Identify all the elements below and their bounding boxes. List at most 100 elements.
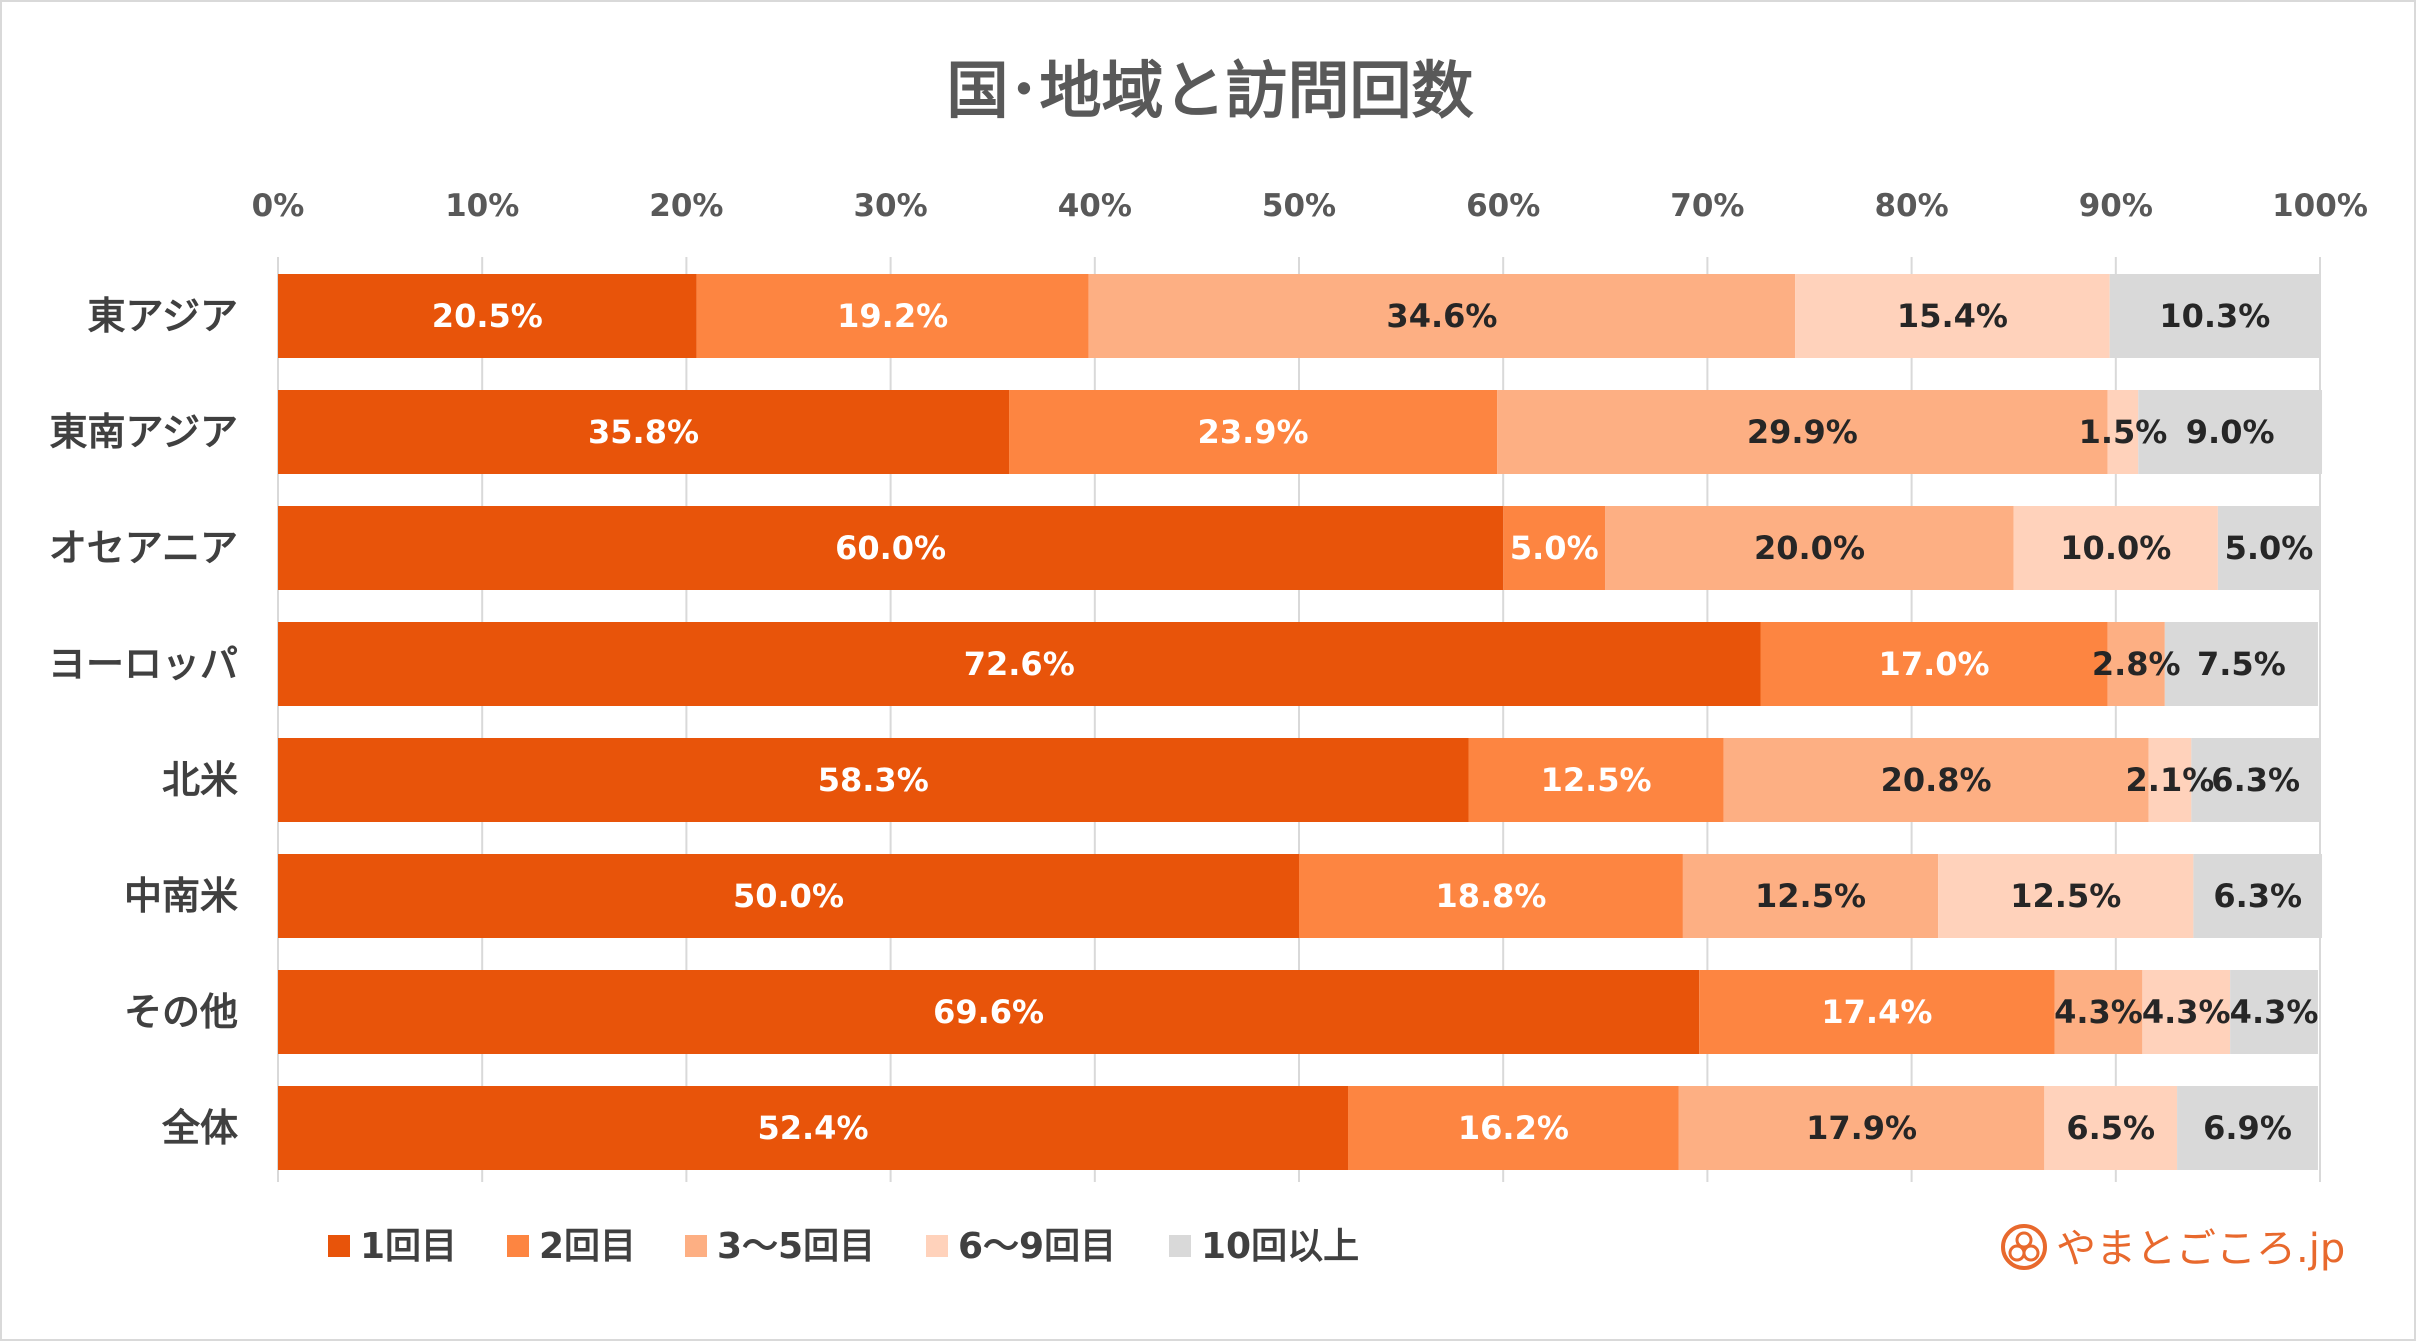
category-label: 東アジア xyxy=(88,294,238,338)
legend-label: 10回以上 xyxy=(1201,1226,1359,1267)
bar-segment xyxy=(278,506,1504,590)
x-tick-label: 50% xyxy=(1262,188,1336,224)
data-label: 1.5% xyxy=(2079,413,2168,451)
data-label: 9.0% xyxy=(2186,413,2275,451)
data-label: 2.8% xyxy=(2092,645,2181,683)
bar-segment xyxy=(2013,506,2218,590)
category-label: 全体 xyxy=(161,1106,238,1150)
bar-segment xyxy=(1682,854,1939,938)
data-label: 17.4% xyxy=(1821,993,1932,1031)
data-label: 52.4% xyxy=(757,1109,868,1147)
bar-segment xyxy=(1723,738,2149,822)
data-label: 10.0% xyxy=(2060,529,2171,567)
bar-segment xyxy=(2217,506,2320,590)
x-tick-label: 70% xyxy=(1670,188,1744,224)
x-tick-label: 90% xyxy=(2079,188,2153,224)
bar-segment xyxy=(1678,1086,2045,1170)
bar-segment xyxy=(1795,274,2110,358)
bar-segment xyxy=(278,622,1761,706)
data-labels: 20.5% 19.2% 34.6% 15.4% 10.3% 35.8% 23.9% 29.9%… xyxy=(432,297,2319,1147)
x-tick-label: 60% xyxy=(1466,188,1540,224)
data-label: 2.1% xyxy=(2126,761,2215,799)
bar-segment xyxy=(1938,854,2194,938)
x-tick-label: 20% xyxy=(649,188,723,224)
data-label: 20.8% xyxy=(1881,761,1992,799)
bar-segment xyxy=(2191,738,2320,822)
x-tick-label: 10% xyxy=(445,188,519,224)
bar-segment xyxy=(2107,390,2139,474)
data-label: 29.9% xyxy=(1747,413,1858,451)
bar-segment xyxy=(2109,274,2320,358)
legend-label: 2回目 xyxy=(539,1226,636,1267)
bar-segment xyxy=(278,274,697,358)
category-label: 東南アジア xyxy=(50,410,238,454)
data-label: 7.5% xyxy=(2197,645,2286,683)
x-tick-label: 30% xyxy=(853,188,927,224)
bar-segment xyxy=(278,738,1469,822)
category-label: その他 xyxy=(124,990,238,1034)
legend-label: 6〜9回目 xyxy=(958,1226,1116,1267)
legend-swatch xyxy=(507,1235,529,1257)
data-label: 15.4% xyxy=(1897,297,2008,335)
data-label: 6.5% xyxy=(2066,1109,2155,1147)
bar-segment xyxy=(1299,854,1683,938)
bar-segment xyxy=(1009,390,1498,474)
data-label: 6.3% xyxy=(2211,761,2300,799)
logo-text: やまとごころ.jp xyxy=(2056,1226,2345,1272)
x-tick-label: 80% xyxy=(1874,188,1948,224)
bar-segment xyxy=(2164,622,2318,706)
data-label: 12.5% xyxy=(1755,877,1866,915)
data-label: 4.3% xyxy=(2142,993,2231,1031)
data-label: 19.2% xyxy=(837,297,948,335)
category-label: 中南米 xyxy=(124,874,238,918)
category-label: 北米 xyxy=(162,758,238,802)
bar-segment xyxy=(1088,274,1796,358)
logo-mark-icon xyxy=(2001,1224,2047,1270)
legend-swatch xyxy=(685,1235,707,1257)
x-axis-ticks: 0% 10% 20% 30% 40% 50% 60% 70% 80% 90% 100% xyxy=(252,188,2368,224)
data-label: 12.5% xyxy=(2010,877,2121,915)
bar-segment xyxy=(1605,506,2014,590)
data-label: 72.6% xyxy=(964,645,1075,683)
data-label: 16.2% xyxy=(1458,1109,1569,1147)
data-label: 20.5% xyxy=(432,297,543,335)
data-label: 58.3% xyxy=(818,761,929,799)
legend-swatch xyxy=(1169,1235,1191,1257)
bar-segment xyxy=(2107,622,2165,706)
data-label: 5.0% xyxy=(1510,529,1599,567)
bar-segment xyxy=(1468,738,1724,822)
data-label: 60.0% xyxy=(835,529,946,567)
bar-segment xyxy=(1503,506,1606,590)
x-tick-label: 0% xyxy=(252,188,305,224)
data-label: 4.3% xyxy=(2230,993,2319,1031)
bar-segment xyxy=(2044,1086,2178,1170)
bar-series xyxy=(278,274,2323,1170)
data-label: 35.8% xyxy=(588,413,699,451)
bar-segment xyxy=(696,274,1089,358)
bar-segment xyxy=(2193,854,2323,938)
bar-segment xyxy=(278,1086,1349,1170)
legend-label: 3〜5回目 xyxy=(717,1226,875,1267)
brand-logo: やまとごころ.jp xyxy=(2001,1224,2345,1272)
category-label: オセアニア xyxy=(49,526,238,570)
data-label: 69.6% xyxy=(933,993,1044,1031)
bar-segment xyxy=(2054,970,2143,1054)
data-label: 20.0% xyxy=(1754,529,1865,567)
data-label: 17.0% xyxy=(1879,645,1990,683)
category-label: ヨーロッパ xyxy=(48,642,238,686)
data-label: 23.9% xyxy=(1198,413,1309,451)
data-label: 5.0% xyxy=(2225,529,2314,567)
data-label: 4.3% xyxy=(2054,993,2143,1031)
bar-segment xyxy=(2138,390,2323,474)
data-label: 10.3% xyxy=(2159,297,2270,335)
bar-segment xyxy=(2148,738,2192,822)
data-label: 50.0% xyxy=(733,877,844,915)
data-label: 12.5% xyxy=(1541,761,1652,799)
bar-segment xyxy=(278,970,1700,1054)
legend-swatch xyxy=(328,1235,350,1257)
data-label: 18.8% xyxy=(1435,877,1546,915)
bar-segment xyxy=(1760,622,2108,706)
